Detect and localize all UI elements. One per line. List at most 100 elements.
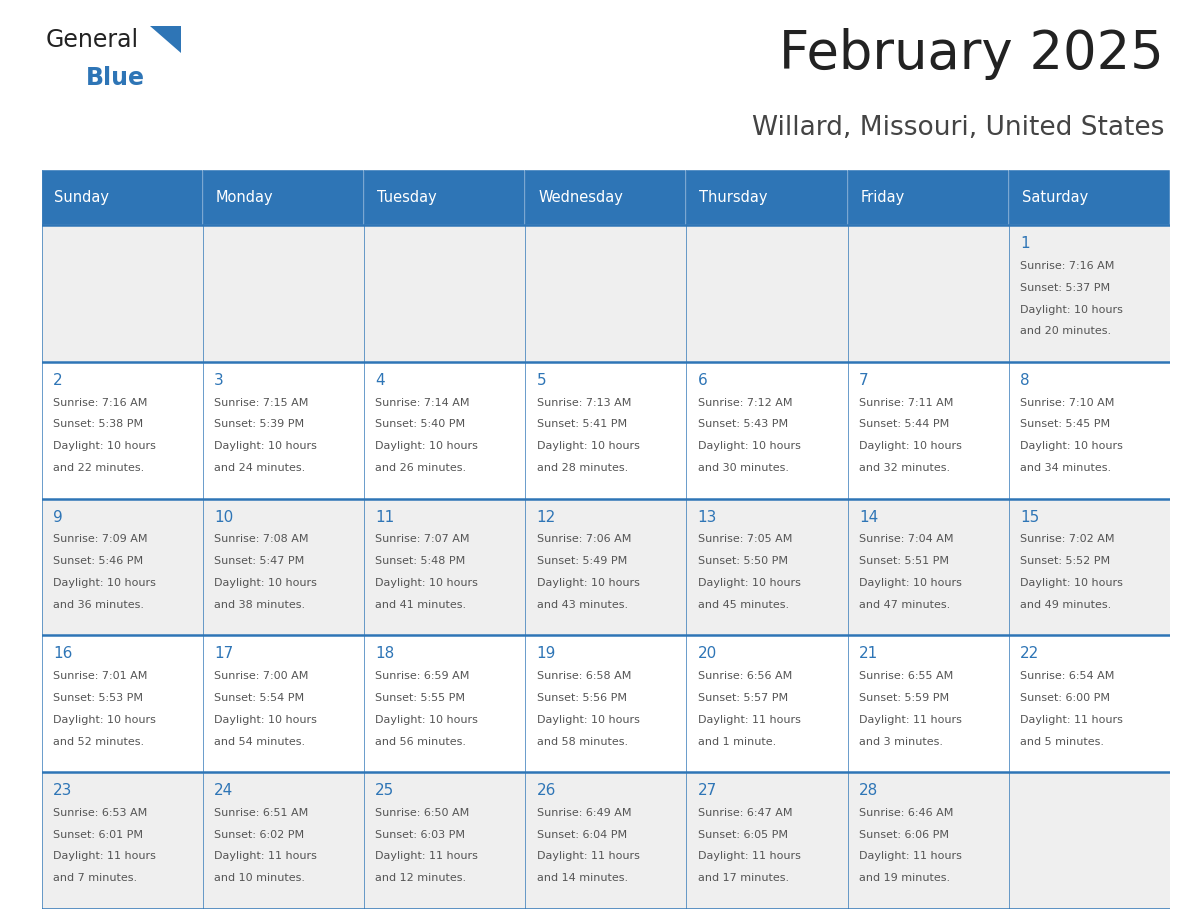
Text: Sunset: 5:57 PM: Sunset: 5:57 PM [697, 693, 788, 703]
Text: 20: 20 [697, 646, 718, 661]
Text: 5: 5 [537, 373, 546, 388]
Text: Monday: Monday [216, 190, 273, 205]
Text: Sunset: 5:37 PM: Sunset: 5:37 PM [1020, 283, 1111, 293]
Text: and 58 minutes.: and 58 minutes. [537, 736, 627, 746]
Text: and 10 minutes.: and 10 minutes. [214, 873, 305, 883]
Text: Sunset: 5:38 PM: Sunset: 5:38 PM [53, 420, 143, 430]
Text: 13: 13 [697, 509, 718, 524]
Text: Sunset: 5:49 PM: Sunset: 5:49 PM [537, 556, 627, 566]
Text: Tuesday: Tuesday [377, 190, 437, 205]
Text: Daylight: 10 hours: Daylight: 10 hours [1020, 578, 1123, 588]
Text: Daylight: 10 hours: Daylight: 10 hours [1020, 305, 1123, 315]
Text: Sunset: 5:48 PM: Sunset: 5:48 PM [375, 556, 466, 566]
Text: 7: 7 [859, 373, 868, 388]
Text: Daylight: 11 hours: Daylight: 11 hours [1020, 715, 1123, 724]
Bar [42, 170, 203, 225]
Text: Daylight: 10 hours: Daylight: 10 hours [859, 442, 962, 452]
Text: and 7 minutes.: and 7 minutes. [53, 873, 137, 883]
Text: Sunrise: 7:10 AM: Sunrise: 7:10 AM [1020, 397, 1114, 408]
Text: Daylight: 11 hours: Daylight: 11 hours [53, 851, 156, 861]
Text: Daylight: 11 hours: Daylight: 11 hours [537, 851, 639, 861]
Text: Sunrise: 6:53 AM: Sunrise: 6:53 AM [53, 808, 147, 818]
Text: Daylight: 11 hours: Daylight: 11 hours [859, 851, 962, 861]
Bar [848, 225, 1009, 362]
Text: Sunrise: 7:05 AM: Sunrise: 7:05 AM [697, 534, 792, 544]
Text: and 45 minutes.: and 45 minutes. [697, 599, 789, 610]
Text: Daylight: 10 hours: Daylight: 10 hours [53, 715, 156, 724]
Text: Wednesday: Wednesday [538, 190, 623, 205]
Text: Daylight: 10 hours: Daylight: 10 hours [214, 715, 317, 724]
Text: 14: 14 [859, 509, 878, 524]
Text: Daylight: 10 hours: Daylight: 10 hours [697, 578, 801, 588]
Text: Daylight: 10 hours: Daylight: 10 hours [697, 442, 801, 452]
Bar [203, 225, 364, 362]
Bar [1009, 772, 1170, 909]
Text: Sunrise: 7:11 AM: Sunrise: 7:11 AM [859, 397, 954, 408]
Text: Sunrise: 7:04 AM: Sunrise: 7:04 AM [859, 534, 954, 544]
Text: 3: 3 [214, 373, 223, 388]
Bar [42, 635, 203, 772]
Text: Sunset: 5:44 PM: Sunset: 5:44 PM [859, 420, 949, 430]
Text: Sunset: 5:54 PM: Sunset: 5:54 PM [214, 693, 304, 703]
Text: and 30 minutes.: and 30 minutes. [697, 464, 789, 473]
Bar [1009, 225, 1170, 362]
Text: and 24 minutes.: and 24 minutes. [214, 464, 305, 473]
Text: Daylight: 10 hours: Daylight: 10 hours [375, 578, 479, 588]
Text: Sunrise: 7:07 AM: Sunrise: 7:07 AM [375, 534, 469, 544]
Text: Sunset: 5:43 PM: Sunset: 5:43 PM [697, 420, 788, 430]
Text: Sunset: 6:06 PM: Sunset: 6:06 PM [859, 830, 949, 840]
Text: and 26 minutes.: and 26 minutes. [375, 464, 467, 473]
Text: Sunset: 5:53 PM: Sunset: 5:53 PM [53, 693, 143, 703]
Bar [42, 772, 203, 909]
Text: Sunset: 5:40 PM: Sunset: 5:40 PM [375, 420, 466, 430]
Text: 9: 9 [53, 509, 63, 524]
Bar [687, 772, 848, 909]
Bar [848, 362, 1009, 498]
Text: Sunset: 5:47 PM: Sunset: 5:47 PM [214, 556, 304, 566]
Text: Willard, Missouri, United States: Willard, Missouri, United States [752, 115, 1164, 140]
Text: Daylight: 11 hours: Daylight: 11 hours [859, 715, 962, 724]
Text: Sunrise: 6:56 AM: Sunrise: 6:56 AM [697, 671, 792, 681]
Text: Sunrise: 7:01 AM: Sunrise: 7:01 AM [53, 671, 147, 681]
Bar [848, 772, 1009, 909]
Bar [203, 170, 364, 225]
Bar [1009, 170, 1170, 225]
Bar [848, 498, 1009, 635]
Text: Daylight: 10 hours: Daylight: 10 hours [214, 442, 317, 452]
Text: and 38 minutes.: and 38 minutes. [214, 599, 305, 610]
Text: 15: 15 [1020, 509, 1040, 524]
Bar [687, 170, 848, 225]
Text: Sunrise: 7:00 AM: Sunrise: 7:00 AM [214, 671, 309, 681]
Text: Blue: Blue [86, 66, 145, 90]
Bar [42, 498, 203, 635]
Text: Daylight: 10 hours: Daylight: 10 hours [537, 442, 639, 452]
Text: Sunrise: 6:51 AM: Sunrise: 6:51 AM [214, 808, 309, 818]
Text: Sunset: 5:51 PM: Sunset: 5:51 PM [859, 556, 949, 566]
Text: Daylight: 10 hours: Daylight: 10 hours [53, 442, 156, 452]
Text: Sunset: 6:04 PM: Sunset: 6:04 PM [537, 830, 627, 840]
Text: 10: 10 [214, 509, 233, 524]
Text: Daylight: 10 hours: Daylight: 10 hours [537, 715, 639, 724]
Text: and 19 minutes.: and 19 minutes. [859, 873, 950, 883]
Bar [525, 498, 687, 635]
Text: Sunset: 5:50 PM: Sunset: 5:50 PM [697, 556, 788, 566]
Text: Sunrise: 7:02 AM: Sunrise: 7:02 AM [1020, 534, 1114, 544]
Bar [525, 362, 687, 498]
Text: Friday: Friday [860, 190, 905, 205]
Text: Sunrise: 6:59 AM: Sunrise: 6:59 AM [375, 671, 469, 681]
Text: 1: 1 [1020, 236, 1030, 252]
Text: and 28 minutes.: and 28 minutes. [537, 464, 627, 473]
Text: Sunday: Sunday [55, 190, 109, 205]
Text: 27: 27 [697, 783, 718, 798]
Text: 8: 8 [1020, 373, 1030, 388]
Bar [203, 498, 364, 635]
Text: and 56 minutes.: and 56 minutes. [375, 736, 467, 746]
Text: and 17 minutes.: and 17 minutes. [697, 873, 789, 883]
Text: Sunrise: 6:50 AM: Sunrise: 6:50 AM [375, 808, 469, 818]
Text: Sunset: 6:02 PM: Sunset: 6:02 PM [214, 830, 304, 840]
Text: Sunset: 6:00 PM: Sunset: 6:00 PM [1020, 693, 1111, 703]
Bar [364, 635, 525, 772]
Text: and 41 minutes.: and 41 minutes. [375, 599, 467, 610]
Text: Sunrise: 6:58 AM: Sunrise: 6:58 AM [537, 671, 631, 681]
Text: Daylight: 10 hours: Daylight: 10 hours [537, 578, 639, 588]
